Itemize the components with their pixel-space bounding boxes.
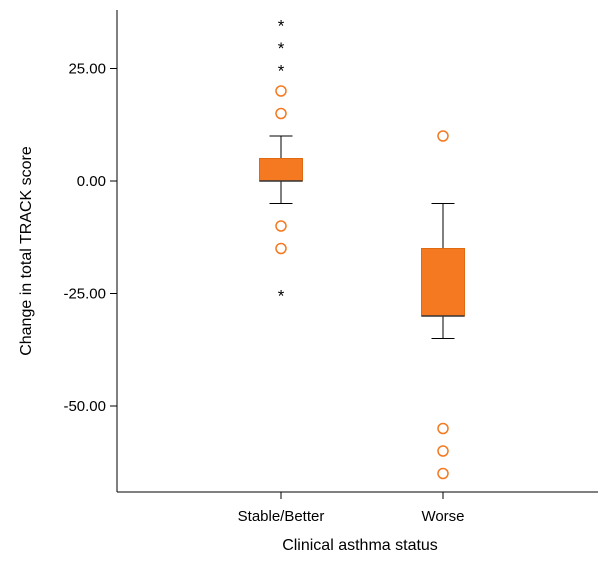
y-tick-label-3: -50.00 — [63, 398, 106, 415]
y-axis-title: Change in total TRACK score — [18, 146, 35, 356]
axes: 25.00 0.00 -25.00 -50.00 Stable/Better Worse — [63, 10, 598, 525]
outlier-point-0-1 — [275, 107, 287, 120]
box-1 — [421, 248, 465, 317]
extreme-point-0-2: * — [278, 62, 285, 81]
x-tick-label-1: Worse — [421, 508, 464, 525]
outlier-point-0-3 — [275, 242, 287, 255]
outlier-point-1-0 — [437, 130, 449, 142]
box-group-0: * * * * — [259, 17, 303, 306]
outlier-point-1-2 — [437, 445, 449, 457]
x-tick-label-0: Stable/Better — [238, 508, 325, 525]
outlier-point-0-0 — [275, 85, 287, 97]
outlier-point-1-3 — [437, 467, 449, 480]
outlier-point-0-2 — [275, 220, 287, 232]
outlier-point-1-1 — [437, 422, 449, 435]
box-0 — [259, 158, 303, 182]
y-tick-label-0: 25.00 — [68, 61, 106, 78]
box-group-1 — [421, 130, 465, 480]
extreme-point-0-3: * — [278, 287, 285, 306]
plot-area: * * * * — [259, 17, 465, 480]
y-tick-label-1: 0.00 — [77, 173, 106, 190]
x-axis-title: Clinical asthma status — [282, 537, 438, 554]
extreme-point-0-1: * — [278, 39, 285, 58]
y-tick-label-2: -25.00 — [63, 286, 106, 303]
extreme-point-0-0: * — [278, 17, 285, 36]
